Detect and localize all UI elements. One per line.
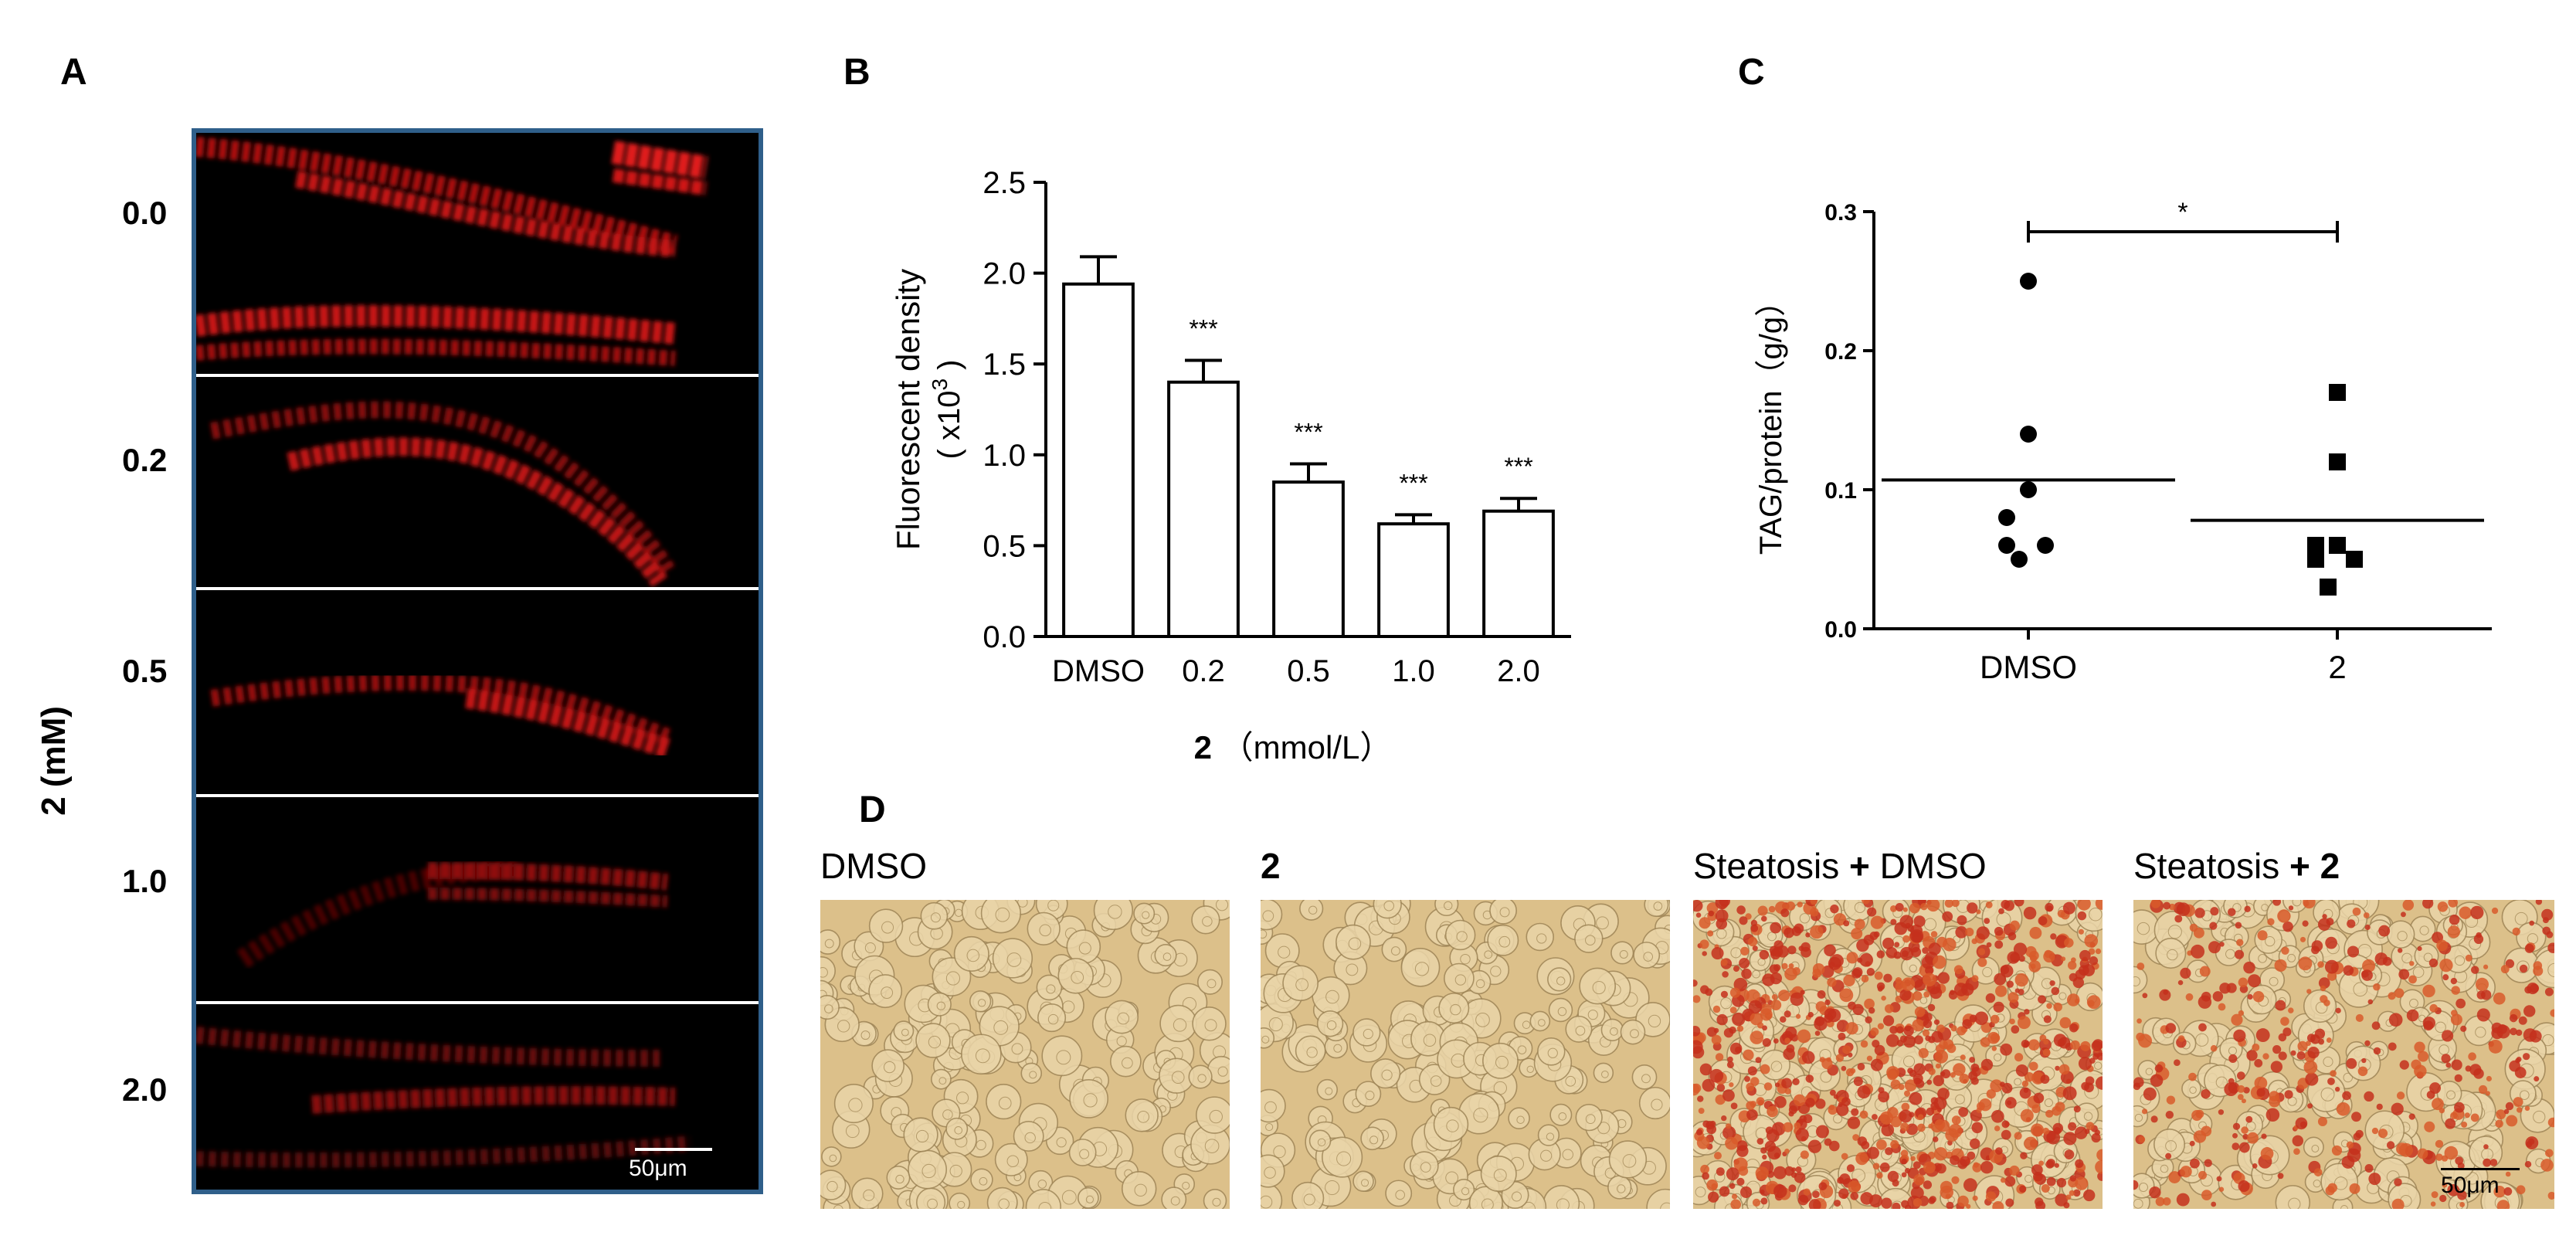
y-axis-label-line1: Fluorescent density: [890, 269, 926, 550]
image-separator: [196, 1001, 759, 1004]
scale-bar-d-label: 50μm: [2441, 1173, 2500, 1198]
scatter-chart: 0.0 0.1 0.2 0.3 DMSO 2 * TAG/protein（g/g）: [1754, 198, 2492, 685]
x-tick-label: 2: [2328, 649, 2346, 685]
fluorescence-image-4: 50μm: [196, 1004, 759, 1190]
significance-label: ***: [1399, 469, 1427, 497]
data-point: [2346, 551, 2363, 568]
bar: [1062, 282, 1135, 638]
data-point: [2020, 481, 2037, 498]
micrograph-title-2: 2: [1261, 848, 1281, 884]
dose-label-1: 0.2: [122, 442, 168, 478]
x-tick-label: 0.5: [1287, 654, 1330, 688]
dose-label-0: 0.0: [122, 195, 168, 231]
micrograph-steatosis-2: [2133, 900, 2554, 1209]
significance-label: *: [2177, 198, 2187, 227]
data-point: [2329, 384, 2346, 401]
panel-a-y-axis-label: 2 (mM): [35, 706, 73, 816]
scale-bar-d: [2441, 1168, 2520, 1170]
panel-b-letter: B: [843, 52, 871, 93]
bar: [1482, 509, 1555, 638]
data-point: [2037, 537, 2054, 554]
y-axis-label: Fluorescent density( x103 ): [890, 269, 966, 550]
data-point: [2020, 426, 2037, 443]
title-text: Steatosis: [1693, 846, 1849, 886]
y-tick-label: 0.3: [1824, 200, 1857, 226]
significance-label: ***: [1294, 419, 1322, 446]
title-bold-text: + 2: [2289, 846, 2340, 886]
panel-a-letter: A: [60, 52, 87, 93]
bar: [1167, 380, 1240, 638]
x-tick-label: DMSO: [1980, 649, 2077, 685]
panel-d-letter: D: [859, 789, 886, 830]
title-text: DMSO: [820, 846, 927, 886]
bar: [1272, 480, 1345, 638]
y-tick-label: 0.1: [1824, 478, 1857, 504]
scale-bar-a-label: 50μm: [629, 1156, 687, 1181]
data-point: [2320, 579, 2337, 596]
data-point: [2307, 551, 2324, 568]
data-point: [2329, 537, 2346, 554]
y-tick-label: 0.0: [983, 620, 1026, 654]
title-text: DMSO: [1869, 846, 1987, 886]
panel-c-letter: C: [1738, 52, 1765, 93]
fluorescence-image-0: [196, 133, 759, 374]
y-tick-label: 1.0: [983, 439, 1026, 473]
y-tick-label: 2.5: [983, 166, 1026, 200]
data-point: [1998, 537, 2015, 554]
y-tick-label: 2.0: [983, 257, 1026, 291]
image-separator: [196, 794, 759, 797]
image-separator: [196, 374, 759, 377]
y-tick-label: 0.5: [983, 529, 1026, 563]
y-tick-label: 0.0: [1824, 617, 1857, 643]
data-point: [2329, 453, 2346, 470]
x-tick-label: 1.0: [1392, 654, 1435, 688]
y-axis-label: TAG/protein（g/g）: [1754, 286, 1788, 555]
bar-chart: 0.0 0.5 1.0 1.5 2.0 2.5 DMSO *** 0.2 *** 0.5 *** 1.0…: [890, 166, 1571, 765]
micrograph-dmso: [820, 900, 1230, 1209]
scale-bar-a: [635, 1148, 712, 1151]
y-tick-label: 0.2: [1824, 339, 1857, 365]
significance-label: ***: [1504, 453, 1532, 480]
fluorescence-image-panel: 50μm: [192, 128, 763, 1194]
fluorescence-image-1: [196, 377, 759, 587]
data-point: [2307, 537, 2324, 554]
micrograph-title-dmso: DMSO: [820, 848, 927, 884]
title-bold-text: +: [1849, 846, 1870, 886]
significance-label: ***: [1189, 314, 1217, 342]
data-point: [1998, 509, 2015, 526]
y-tick-label: 1.5: [983, 348, 1026, 382]
title-text: Steatosis: [2133, 846, 2289, 886]
y-axis-label-line2: ( x103 ): [928, 360, 966, 460]
dose-label-4: 2.0: [122, 1071, 168, 1108]
micrograph-steatosis-dmso: [1693, 900, 2103, 1209]
fluorescence-image-3: [196, 797, 759, 1001]
title-bold-text: 2: [1261, 846, 1281, 886]
data-point: [2011, 551, 2028, 568]
x-tick-label: 0.2: [1182, 654, 1225, 688]
image-separator: [196, 587, 759, 590]
x-tick-label: 2.0: [1497, 654, 1540, 688]
fluorescence-image-2: [196, 590, 759, 794]
dose-label-2: 0.5: [122, 653, 168, 689]
bar: [1377, 522, 1450, 638]
micrograph-title-steatosis-2: Steatosis + 2: [2133, 848, 2340, 884]
micrograph-2: [1261, 900, 1670, 1209]
data-point: [2020, 273, 2037, 290]
x-axis-label: 2 （mmol/L）: [1194, 729, 1393, 765]
micrograph-title-steatosis-dmso: Steatosis + DMSO: [1693, 848, 1987, 884]
dose-label-3: 1.0: [122, 863, 168, 899]
x-tick-label: DMSO: [1052, 654, 1145, 688]
